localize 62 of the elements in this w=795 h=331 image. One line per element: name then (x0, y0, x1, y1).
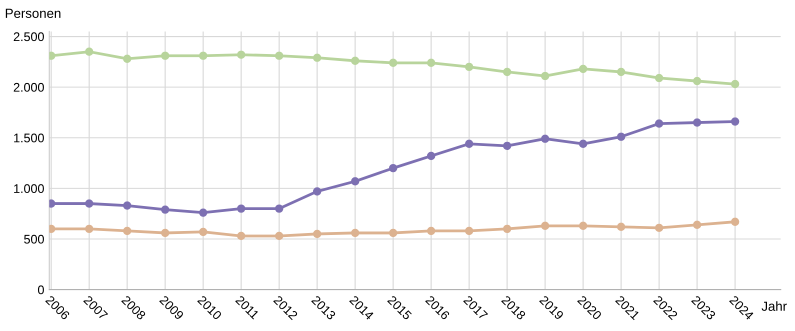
x-axis-title: Jahr (762, 301, 787, 311)
point (161, 52, 170, 60)
point (199, 208, 208, 217)
point (426, 152, 436, 160)
point (464, 62, 474, 72)
y-tick-label: 2.500 (14, 32, 44, 42)
point (692, 76, 702, 86)
point (502, 142, 512, 150)
y-tick-label: 1.000 (14, 184, 44, 194)
point (274, 232, 284, 240)
point (540, 222, 550, 230)
point (161, 228, 170, 238)
point (236, 232, 246, 240)
point (388, 228, 398, 238)
y-tick-label: 1.500 (14, 134, 44, 142)
point (616, 222, 626, 232)
point (502, 68, 512, 76)
point (312, 54, 322, 62)
point (274, 204, 284, 213)
point (388, 58, 398, 67)
point (123, 226, 132, 236)
point (578, 64, 588, 74)
point (350, 228, 360, 238)
point (161, 205, 170, 214)
point (616, 68, 626, 76)
point (199, 52, 208, 60)
point (236, 204, 246, 213)
point (692, 220, 702, 229)
point (502, 224, 512, 234)
point (123, 201, 132, 210)
point (123, 54, 132, 63)
point (426, 58, 436, 67)
point (692, 118, 702, 127)
point (312, 187, 322, 196)
point (730, 218, 740, 226)
point (350, 177, 360, 186)
point (85, 199, 94, 208)
point (312, 230, 322, 238)
point (540, 134, 550, 143)
y-tick-label: 0 (38, 285, 44, 294)
point (654, 119, 664, 128)
point (388, 164, 398, 172)
point (730, 80, 740, 88)
point (274, 52, 284, 60)
point (350, 56, 360, 65)
y-tick-label: 500 (24, 234, 44, 244)
point (464, 140, 474, 148)
y-axis-title: Personen (6, 8, 60, 18)
point (654, 74, 664, 82)
point (578, 222, 588, 230)
point (616, 132, 626, 141)
point (199, 228, 208, 236)
point (540, 72, 550, 80)
point (578, 140, 588, 148)
point (85, 48, 94, 56)
point (730, 117, 740, 126)
point (426, 226, 436, 236)
point (654, 224, 664, 232)
point (236, 50, 246, 59)
y-tick-label: 2.000 (14, 82, 44, 92)
point (464, 226, 474, 236)
point (85, 224, 94, 234)
